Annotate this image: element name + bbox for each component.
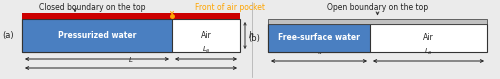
Text: Air: Air [200, 31, 211, 40]
Text: $L_a$: $L_a$ [424, 47, 433, 57]
Bar [268, 19, 487, 24]
Bar [22, 19, 172, 52]
Bar [22, 19, 240, 52]
Text: Air: Air [423, 33, 434, 43]
Text: Closed boundary on the top: Closed boundary on the top [39, 3, 145, 12]
Text: (b): (b) [248, 33, 260, 43]
Text: $L_w$: $L_w$ [92, 45, 102, 55]
Text: h: h [249, 31, 254, 40]
Bar [22, 13, 240, 19]
Text: Pressurized water: Pressurized water [58, 31, 136, 40]
Bar [268, 24, 370, 52]
Text: $L$: $L$ [128, 55, 134, 64]
Text: $L_w$: $L_w$ [314, 47, 324, 57]
Bar [268, 24, 487, 52]
Text: (a): (a) [2, 31, 14, 40]
Text: Front of air pocket: Front of air pocket [195, 3, 265, 12]
Text: Free-surface water: Free-surface water [278, 33, 360, 43]
Text: Open boundary on the top: Open boundary on the top [327, 3, 428, 12]
Text: $L_a$: $L_a$ [202, 45, 210, 55]
